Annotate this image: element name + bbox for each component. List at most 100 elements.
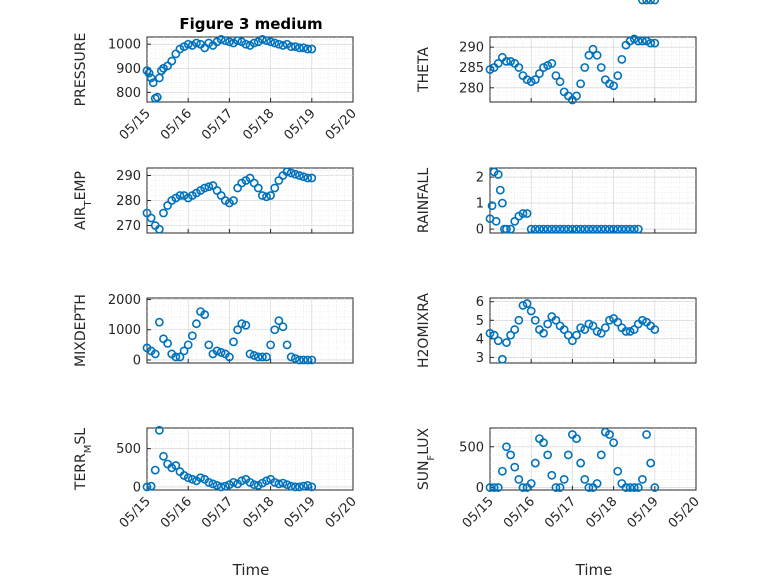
- data-point: [171, 352, 181, 362]
- data-point: [592, 479, 602, 488]
- data-point: [187, 474, 197, 484]
- data-point: [543, 319, 553, 329]
- data-point: [491, 216, 501, 226]
- data-point: [629, 325, 639, 334]
- data-point: [175, 191, 185, 200]
- y-axis-label: PRESSURE: [73, 33, 89, 107]
- data-series: [142, 167, 317, 234]
- data-point: [543, 224, 553, 234]
- y-axis-label: RAINFALL: [416, 168, 432, 233]
- data-point: [605, 315, 614, 325]
- data-point: [580, 474, 590, 484]
- data-point: [522, 209, 532, 218]
- data-point: [530, 315, 540, 325]
- data-point: [576, 224, 586, 234]
- subplot-2: 280 285 290 THETA: [416, 34, 697, 105]
- subplot-6: 3 4 5 6 H2OMIXRA: [416, 293, 697, 368]
- data-point: [495, 185, 505, 195]
- data-point: [650, 325, 660, 334]
- data-point: [518, 209, 528, 218]
- data-point: [600, 323, 610, 333]
- data-point: [600, 224, 610, 234]
- y-tick-label: 4: [476, 332, 484, 347]
- data-point: [142, 66, 152, 76]
- data-point: [568, 336, 577, 346]
- data-point: [572, 434, 581, 444]
- data-point: [144, 68, 154, 78]
- data-point: [299, 172, 308, 182]
- data-point: [559, 224, 569, 234]
- y-tick-label: 290: [116, 169, 141, 184]
- data-point: [526, 224, 536, 234]
- data-point: [208, 479, 218, 489]
- data-point: [568, 224, 577, 234]
- data-point: [592, 50, 602, 60]
- y-axis-label: THETA: [416, 47, 432, 93]
- data-point: [262, 192, 271, 202]
- data-point: [274, 479, 284, 489]
- data-series: [485, 0, 660, 234]
- data-point: [609, 224, 618, 234]
- data-point: [526, 77, 536, 87]
- data-point: [518, 301, 528, 310]
- data-point: [642, 430, 651, 439]
- data-point: [187, 331, 197, 341]
- data-point: [617, 224, 627, 234]
- data-point: [596, 63, 606, 72]
- data-point: [489, 483, 499, 492]
- x-tick-label: 05/16: [501, 494, 538, 531]
- data-point: [563, 450, 573, 460]
- data-point: [307, 44, 317, 54]
- data-point: [629, 224, 639, 234]
- data-point: [229, 196, 238, 205]
- y-tick-label: 2: [476, 171, 484, 186]
- data-point: [154, 425, 164, 435]
- data-point: [485, 328, 495, 338]
- data-point: [506, 224, 515, 234]
- data-point: [266, 191, 275, 200]
- y-tick-label: 0: [133, 353, 141, 368]
- data-point: [278, 41, 288, 50]
- data-point: [539, 328, 548, 338]
- data-point: [146, 213, 156, 223]
- data-point: [559, 474, 569, 484]
- data-point: [303, 355, 313, 365]
- data-point: [159, 451, 168, 461]
- data-point: [196, 473, 205, 483]
- data-point: [146, 481, 156, 491]
- x-tick-label: 05/16: [158, 106, 195, 143]
- data-point: [518, 483, 528, 492]
- data-point: [307, 482, 317, 492]
- data-point: [286, 42, 296, 52]
- data-point: [613, 466, 623, 476]
- data-point: [555, 77, 565, 87]
- data-point: [559, 325, 569, 334]
- data-point: [278, 478, 288, 488]
- data-point: [262, 352, 271, 362]
- data-point: [295, 171, 304, 180]
- y-tick-label: 0: [476, 223, 484, 238]
- data-point: [175, 352, 185, 362]
- data-point: [152, 92, 162, 102]
- data-point: [303, 481, 313, 490]
- data-point: [510, 325, 520, 334]
- data-point: [497, 198, 507, 208]
- data-point: [506, 56, 515, 66]
- data-point: [522, 75, 532, 85]
- data-point: [502, 442, 511, 452]
- subplot-5: 0 1000 2000 MIXDEPTH: [73, 293, 354, 368]
- data-point: [493, 170, 503, 179]
- data-point: [307, 173, 317, 183]
- x-tick-label: 05/18: [583, 494, 620, 531]
- data-point: [154, 317, 164, 327]
- data-point: [216, 482, 226, 492]
- data-point: [514, 315, 524, 325]
- data-point: [613, 71, 623, 80]
- data-point: [617, 54, 627, 64]
- grid-lines: [490, 168, 696, 233]
- data-point: [539, 438, 548, 448]
- data-point: [621, 483, 631, 492]
- data-point: [514, 63, 524, 72]
- data-point: [580, 325, 590, 334]
- data-point: [274, 316, 284, 326]
